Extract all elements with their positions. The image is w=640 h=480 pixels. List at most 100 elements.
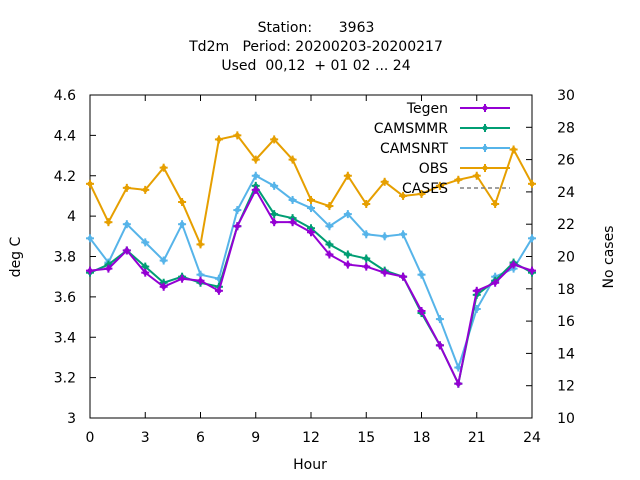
data-point xyxy=(380,268,389,277)
marker-dot xyxy=(161,165,167,171)
marker-dot xyxy=(326,223,332,229)
marker-dot xyxy=(511,262,517,268)
marker-dot xyxy=(234,223,240,229)
marker-dot xyxy=(474,173,480,179)
marker-dot xyxy=(345,211,351,217)
y-tick-label: 4.6 xyxy=(54,88,76,104)
data-point xyxy=(435,315,444,324)
data-point xyxy=(307,195,315,204)
marker-dot xyxy=(482,105,488,111)
data-point xyxy=(343,260,352,269)
marker-dot xyxy=(326,251,332,257)
marker-dot xyxy=(105,262,111,268)
data-point xyxy=(343,250,352,259)
marker-dot xyxy=(492,274,498,280)
legend-marker xyxy=(481,104,489,112)
marker-dot xyxy=(345,173,351,179)
marker-dot xyxy=(124,185,130,191)
data-point xyxy=(270,181,279,190)
marker-dot xyxy=(216,288,222,294)
data-point xyxy=(325,202,334,211)
series-tegen xyxy=(86,185,536,388)
data-point xyxy=(325,222,334,231)
marker-dot xyxy=(363,264,369,270)
marker-dot xyxy=(529,181,535,187)
marker-dot xyxy=(529,268,535,274)
marker-dot xyxy=(382,270,388,276)
data-point xyxy=(86,179,94,188)
y-tick-label: 3.2 xyxy=(54,371,76,387)
marker-dot xyxy=(87,235,93,241)
x-tick-label: 12 xyxy=(302,430,320,446)
y-axis-label: deg C xyxy=(8,236,24,277)
y2-tick-label: 26 xyxy=(557,153,575,169)
marker-dot xyxy=(382,179,388,185)
chart-title-line-3: Used 00,12 + 01 02 ... 24 xyxy=(221,58,410,74)
marker-dot xyxy=(161,258,167,264)
data-point xyxy=(86,234,94,243)
marker-dot xyxy=(363,231,369,237)
marker-dot xyxy=(271,136,277,142)
data-point xyxy=(86,266,94,275)
marker-dot xyxy=(363,256,369,262)
series-obs xyxy=(86,131,536,249)
marker-dot xyxy=(474,288,480,294)
y-tick-label: 3.4 xyxy=(54,330,76,346)
legend-label: Tegen xyxy=(406,101,448,117)
data-point xyxy=(251,171,260,180)
marker-dot xyxy=(124,221,130,227)
data-point xyxy=(528,266,536,275)
data-point xyxy=(288,155,297,164)
data-point xyxy=(214,135,223,144)
data-point xyxy=(251,155,260,164)
marker-dot xyxy=(455,381,461,387)
marker-dot xyxy=(437,183,443,189)
data-point xyxy=(233,131,242,140)
marker-dot xyxy=(482,125,488,131)
data-point xyxy=(472,286,481,295)
plot-border xyxy=(89,94,533,419)
marker-dot xyxy=(198,278,203,284)
data-point xyxy=(178,220,187,229)
legend-label: CAMSMMR xyxy=(374,121,448,137)
data-point xyxy=(214,286,223,295)
marker-dot xyxy=(455,177,461,183)
data-point xyxy=(159,163,168,172)
y-tick-label: 3.6 xyxy=(54,290,76,306)
marker-dot xyxy=(179,199,185,205)
data-point xyxy=(307,204,315,213)
marker-dot xyxy=(234,132,240,138)
series-camsmmr xyxy=(86,181,536,388)
data-point xyxy=(491,278,500,287)
data-point xyxy=(454,379,463,388)
marker-dot xyxy=(253,187,259,193)
legend-label: OBS xyxy=(419,161,448,177)
marker-dot xyxy=(326,241,332,247)
data-point xyxy=(509,145,518,154)
data-point xyxy=(270,135,279,144)
legend-item-cases: CASES xyxy=(402,181,510,197)
data-point xyxy=(122,246,131,255)
legend-item-camsnrt: CAMSNRT xyxy=(380,141,510,157)
legend: Tegen CAMSMMR CAMSNRT OBS CASES xyxy=(374,101,510,197)
chart-title-line-1: Station: 3963 xyxy=(258,20,375,36)
marker-dot xyxy=(326,203,332,209)
y-tick-label: 4.2 xyxy=(54,169,76,185)
x-axis-label: Hour xyxy=(293,457,327,473)
x-tick-label: 9 xyxy=(251,430,260,446)
x-tick-label: 0 xyxy=(86,430,95,446)
series-layer xyxy=(86,131,536,388)
marker-dot xyxy=(142,239,148,245)
y2-tick-label: 30 xyxy=(557,88,575,104)
marker-dot xyxy=(345,251,351,257)
marker-dot xyxy=(290,157,296,163)
marker-dot xyxy=(198,272,203,278)
marker-dot xyxy=(105,219,111,225)
data-point xyxy=(178,197,187,206)
marker-dot xyxy=(234,207,240,213)
data-point xyxy=(417,307,426,316)
marker-dot xyxy=(511,147,517,153)
marker-dot xyxy=(198,241,203,247)
marker-dot xyxy=(437,316,443,322)
marker-dot xyxy=(345,262,351,268)
